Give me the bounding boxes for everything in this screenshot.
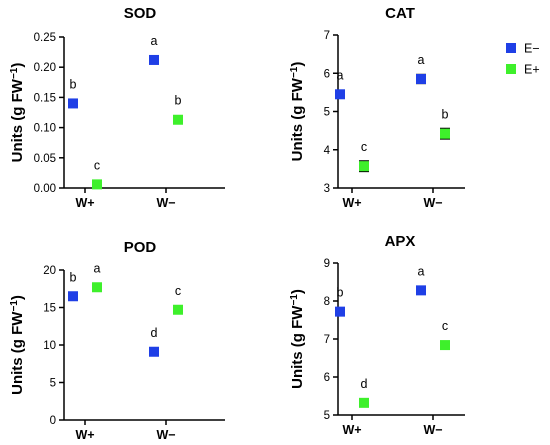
y-tick-label: 4	[324, 145, 331, 157]
panels: SOD 0.00 0.05 0.10 0.15 0.20 0.25 W+ W− Units (g …	[9, 5, 465, 442]
point-e-plus	[359, 161, 369, 172]
x-tick-label: W−	[156, 428, 175, 442]
significance-letter: a	[418, 264, 425, 278]
legend-label: E−	[524, 42, 540, 56]
legend-marker	[506, 64, 516, 74]
y-tick-label: 10	[43, 340, 56, 352]
x-tick-label: W−	[156, 196, 175, 210]
significance-letter: b	[70, 270, 77, 284]
y-tick-label: 0.10	[34, 123, 56, 135]
point-e-plus	[92, 282, 102, 293]
panel-sod: SOD 0.00 0.05 0.10 0.15 0.20 0.25 W+ W− Units (g …	[9, 5, 225, 210]
chart-title: SOD	[124, 5, 157, 22]
point-e-plus	[173, 304, 183, 315]
legend-marker	[506, 43, 516, 53]
legend: E− E+	[506, 42, 540, 77]
point-e-minus	[68, 291, 78, 302]
chart-title: APX	[385, 233, 416, 250]
y-tick-label: 8	[324, 296, 330, 308]
point-e-minus	[68, 98, 78, 109]
legend-label: E+	[524, 63, 540, 77]
x-tick-label: W+	[342, 423, 361, 437]
y-tick-label: 0.00	[34, 183, 56, 195]
y-tick-label: 0.25	[34, 32, 56, 44]
significance-letter: c	[442, 319, 448, 333]
y-axis-label: Units (g FW−1)	[9, 295, 27, 395]
point-e-plus	[173, 114, 183, 125]
y-tick-label: 9	[324, 258, 330, 270]
chart-title: CAT	[385, 5, 415, 22]
y-tick-label: 5	[324, 410, 330, 422]
point-e-plus	[440, 128, 450, 139]
significance-letter: d	[151, 326, 158, 340]
significance-letter: b	[70, 77, 77, 91]
significance-letter: d	[361, 377, 368, 391]
y-axis-label: Units (g FW−1)	[289, 62, 307, 162]
y-tick-label: 7	[324, 30, 330, 42]
significance-letter: b	[442, 107, 449, 121]
point-e-minus	[416, 285, 426, 296]
y-tick-label: 0.20	[34, 62, 56, 74]
significance-letter: c	[94, 158, 100, 172]
y-tick-label: 6	[324, 372, 330, 384]
y-tick-label: 5	[324, 107, 330, 119]
y-tick-label: 0.05	[34, 153, 56, 165]
y-axis-label: Units (g FW−1)	[9, 63, 27, 163]
significance-letter: b	[337, 286, 344, 300]
y-tick-label: 5	[50, 378, 56, 390]
point-e-plus	[359, 397, 369, 408]
significance-letter: a	[151, 34, 158, 48]
chart-title: POD	[124, 239, 157, 256]
y-tick-label: 3	[324, 183, 330, 195]
significance-letter: a	[337, 68, 344, 82]
significance-letter: c	[361, 140, 367, 154]
point-e-minus	[149, 346, 159, 357]
x-tick-label: W−	[423, 196, 442, 210]
y-tick-label: 6	[324, 68, 330, 80]
significance-letter: a	[94, 261, 101, 275]
x-tick-label: W−	[423, 423, 442, 437]
point-e-minus	[335, 89, 345, 100]
y-tick-label: 20	[43, 265, 56, 277]
panel-apx: APX 5 6 7 8 9 W+ W− Units (g FW−1) b a d c	[289, 233, 465, 437]
y-axis-label: Units (g FW−1)	[289, 289, 307, 389]
y-tick-label: 0	[50, 415, 56, 427]
y-tick-label: 0.15	[34, 92, 56, 104]
point-e-minus	[335, 306, 345, 317]
y-tick-label: 7	[324, 334, 330, 346]
significance-letter: c	[175, 284, 181, 298]
significance-letter: b	[175, 94, 182, 108]
y-tick-label: 15	[43, 303, 56, 315]
significance-letter: a	[418, 53, 425, 67]
x-tick-label: W+	[342, 196, 361, 210]
panel-cat: CAT 3 4 5 6 7 W+ W− Units (g FW−1) a a c b	[289, 5, 465, 210]
point-e-plus	[440, 340, 450, 351]
x-tick-label: W+	[75, 196, 94, 210]
point-e-plus	[92, 179, 102, 190]
point-e-minus	[149, 54, 159, 65]
x-tick-label: W+	[75, 428, 94, 442]
point-e-minus	[416, 73, 426, 84]
panel-pod: POD 0 5 10 15 20 W+ W− Units (g FW−1) b d a c	[9, 239, 225, 442]
